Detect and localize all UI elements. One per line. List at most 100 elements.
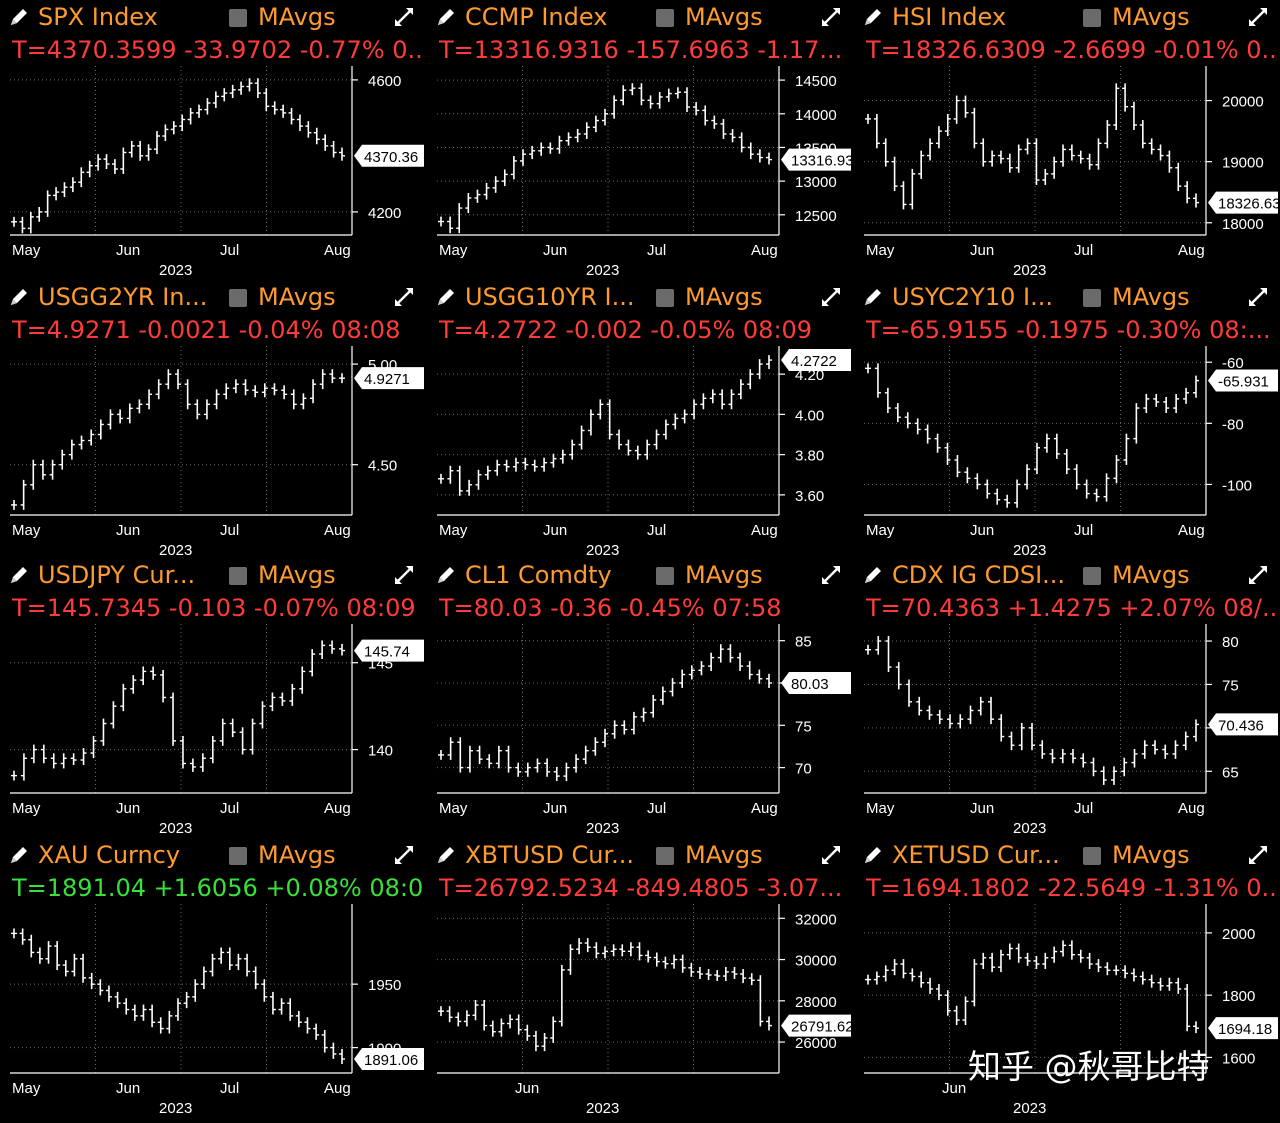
- security-title[interactable]: XETUSD Cur...: [892, 841, 1060, 869]
- y-tick-label: 4.50: [368, 458, 397, 475]
- expand-icon[interactable]: [392, 843, 416, 867]
- expand-icon[interactable]: [819, 843, 843, 867]
- mavgs-label[interactable]: MAvgs: [685, 561, 763, 589]
- security-title[interactable]: SPX Index: [38, 3, 158, 31]
- mavgs-label[interactable]: MAvgs: [1112, 3, 1190, 31]
- pencil-icon[interactable]: [8, 286, 30, 308]
- mavgs-label[interactable]: MAvgs: [258, 841, 336, 869]
- price-chart[interactable]: 20000 19000 18000 18326.63 May Jun Jul Aug 2023: [854, 0, 1280, 280]
- expand-icon[interactable]: [392, 5, 416, 29]
- mavgs-checkbox[interactable]: [229, 847, 247, 865]
- pencil-icon[interactable]: [862, 6, 884, 28]
- last-price-label: 18326.63: [1218, 196, 1280, 213]
- pencil-icon[interactable]: [435, 844, 457, 866]
- mavgs-checkbox[interactable]: [229, 567, 247, 585]
- mavgs-checkbox[interactable]: [229, 289, 247, 307]
- pencil-icon[interactable]: [862, 286, 884, 308]
- chart-panel[interactable]: CL1 Comdty MAvgs T=80.03 -0.36 -0.45% 07…: [427, 558, 853, 838]
- mavgs-checkbox[interactable]: [656, 9, 674, 27]
- price-chart[interactable]: 145001400013500130001250013316.93MayJunJ…: [427, 0, 853, 280]
- chart-panel[interactable]: USDJPY Cur... MAvgs T=145.7345 -0.103 -0…: [0, 558, 426, 838]
- security-title[interactable]: USGG2YR In...: [38, 283, 208, 311]
- pencil-icon[interactable]: [8, 6, 30, 28]
- expand-icon[interactable]: [819, 563, 843, 587]
- price-chart[interactable]: 2000 1800 1600 1694.18 Jun 2023: [854, 838, 1280, 1118]
- price-chart[interactable]: -60 -80 -100 -65.931 May Jun Jul Aug 2023: [854, 280, 1280, 560]
- month-label: May: [439, 242, 468, 259]
- pencil-icon[interactable]: [435, 564, 457, 586]
- expand-icon[interactable]: [1246, 843, 1270, 867]
- security-title[interactable]: HSI Index: [892, 3, 1007, 31]
- price-chart[interactable]: 4600 4200 4370.36 May Jun Jul Aug 2023: [0, 0, 426, 280]
- year-label: 2023: [159, 1100, 192, 1117]
- mavgs-checkbox[interactable]: [656, 567, 674, 585]
- pencil-icon[interactable]: [435, 286, 457, 308]
- expand-icon[interactable]: [1246, 285, 1270, 309]
- mavgs-label[interactable]: MAvgs: [1112, 841, 1190, 869]
- security-title[interactable]: USGG10YR I...: [465, 283, 635, 311]
- pencil-icon[interactable]: [435, 6, 457, 28]
- mavgs-checkbox[interactable]: [1083, 289, 1101, 307]
- last-price-box: [781, 349, 851, 372]
- y-tick-label: 4.20: [795, 367, 824, 384]
- security-title[interactable]: USDJPY Cur...: [38, 561, 196, 589]
- chart-panel[interactable]: USGG2YR In... MAvgs T=4.9271 -0.0021 -0.…: [0, 280, 426, 560]
- security-title[interactable]: CDX IG CDSI...: [892, 561, 1066, 589]
- watermark: 知乎 @秋哥比特: [968, 1047, 1210, 1086]
- security-title[interactable]: USYC2Y10 I...: [892, 283, 1053, 311]
- mavgs-label[interactable]: MAvgs: [1112, 283, 1190, 311]
- month-label: Jun: [116, 522, 140, 539]
- mavgs-checkbox[interactable]: [656, 847, 674, 865]
- mavgs-label[interactable]: MAvgs: [1112, 561, 1190, 589]
- mavgs-label[interactable]: MAvgs: [258, 283, 336, 311]
- security-title[interactable]: XAU Curncy: [38, 841, 181, 869]
- chart-panel[interactable]: USYC2Y10 I... MAvgs T=-65.9155 -0.1975 -…: [854, 280, 1280, 560]
- y-tick-label: 12500: [795, 208, 837, 225]
- expand-icon[interactable]: [392, 563, 416, 587]
- mavgs-checkbox[interactable]: [1083, 9, 1101, 27]
- mavgs-label[interactable]: MAvgs: [685, 3, 763, 31]
- pencil-icon[interactable]: [8, 564, 30, 586]
- pencil-icon[interactable]: [862, 844, 884, 866]
- chart-panel[interactable]: XAU Curncy MAvgs T=1891.04 +1.6056 +0.08…: [0, 838, 426, 1118]
- security-title[interactable]: XBTUSD Cur...: [465, 841, 634, 869]
- expand-icon[interactable]: [819, 285, 843, 309]
- chart-panel[interactable]: HSI Index MAvgs T=18326.6309 -2.6699 -0.…: [854, 0, 1280, 280]
- last-price-tag: 13316.93: [781, 148, 853, 171]
- expand-icon[interactable]: [1246, 5, 1270, 29]
- pencil-icon[interactable]: [862, 564, 884, 586]
- chart-panel[interactable]: XETUSD Cur... MAvgs T=1694.1802 -22.5649…: [854, 838, 1280, 1118]
- y-tick-label: 32000: [795, 911, 837, 928]
- mavgs-label[interactable]: MAvgs: [685, 841, 763, 869]
- chart-panel[interactable]: CDX IG CDSI... MAvgs T=70.4363 +1.4275 +…: [854, 558, 1280, 838]
- y-tick-label: 3.60: [795, 488, 824, 505]
- expand-icon[interactable]: [1246, 563, 1270, 587]
- mavgs-label[interactable]: MAvgs: [258, 561, 336, 589]
- mavgs-checkbox[interactable]: [1083, 847, 1101, 865]
- pencil-icon[interactable]: [8, 844, 30, 866]
- mavgs-checkbox[interactable]: [1083, 567, 1101, 585]
- mavgs-label[interactable]: MAvgs: [685, 283, 763, 311]
- chart-panel[interactable]: XBTUSD Cur... MAvgs T=26792.5234 -849.48…: [427, 838, 853, 1118]
- panel-header: SPX Index MAvgs: [0, 0, 426, 34]
- chart-panel[interactable]: SPX Index MAvgs T=4370.3599 -33.9702 -0.…: [0, 0, 426, 280]
- chart-panel[interactable]: USGG10YR I... MAvgs T=4.2722 -0.002 -0.0…: [427, 280, 853, 560]
- panel-header: USDJPY Cur... MAvgs: [0, 558, 426, 592]
- expand-icon[interactable]: [819, 5, 843, 29]
- mavgs-checkbox[interactable]: [229, 9, 247, 27]
- mavgs-label[interactable]: MAvgs: [258, 3, 336, 31]
- expand-icon[interactable]: [392, 285, 416, 309]
- month-label: Jun: [515, 1080, 539, 1097]
- chart-panel[interactable]: CCMP Index MAvgs T=13316.9316 -157.6963 …: [427, 0, 853, 280]
- security-title[interactable]: CCMP Index: [465, 3, 608, 31]
- mavgs-checkbox[interactable]: [656, 289, 674, 307]
- price-chart[interactable]: 4.20 4.00 3.80 3.60 4.2722 May Jun Jul Aug 2023: [427, 280, 853, 560]
- security-title[interactable]: CL1 Comdty: [465, 561, 612, 589]
- year-label: 2023: [586, 542, 619, 559]
